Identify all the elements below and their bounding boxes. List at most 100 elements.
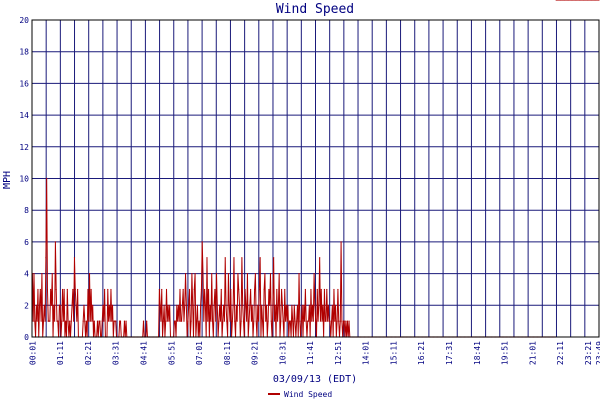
data-point [312,320,314,322]
data-point [38,304,41,306]
data-point [240,320,242,322]
data-point [66,288,68,291]
data-point [316,288,318,291]
data-point [330,320,333,322]
data-point [282,320,284,322]
data-point [276,288,278,291]
data-point [293,304,295,306]
data-point [35,304,37,306]
data-point [90,288,92,291]
data-point [72,288,74,291]
data-point [320,288,322,291]
series-line-wind-speed [31,178,556,338]
data-point [87,288,89,291]
data-point [166,320,168,322]
data-point [190,320,192,322]
data-point [104,288,106,291]
data-point [274,304,276,306]
data-point [167,304,169,306]
x-tick-label: 02:21 [84,341,93,365]
data-point [57,320,59,322]
data-point [111,320,113,322]
data-point [277,304,280,306]
data-point [231,320,233,322]
plot-frame [31,19,600,338]
y-tick-label: 2 [24,301,29,310]
data-point [292,320,294,322]
data-point [50,288,52,291]
data-point [251,304,253,306]
data-point [250,320,253,322]
data-point [318,304,320,306]
data-point [191,273,193,275]
data-point [46,288,49,291]
data-point [261,320,264,322]
data-point [37,288,39,291]
data-point [40,320,42,322]
chart-title: Wind Speed [276,2,354,17]
data-point [291,304,293,306]
data-point [71,304,73,306]
data-point [161,288,163,291]
data-point [227,273,230,275]
data-point [211,273,213,275]
data-point [257,304,259,306]
data-point [257,320,260,322]
x-axis-label: 03/09/13 (EDT) [273,374,357,385]
data-point [160,320,162,322]
data-point [234,320,236,322]
data-point [204,304,206,306]
data-point [224,257,226,259]
data-point [188,288,191,291]
data-point [280,288,283,291]
data-point [296,304,299,306]
data-point [258,288,260,291]
data-point [313,273,315,275]
data-point [242,304,244,306]
data-point [194,273,196,275]
data-point [215,273,218,275]
data-point [163,304,165,306]
data-point [223,320,226,322]
data-point [301,304,303,306]
data-point [265,320,267,322]
y-tick-label: 4 [24,270,29,279]
data-point [177,320,179,322]
y-tick-label: 20 [19,16,29,25]
data-point [125,320,127,322]
data-point [300,320,303,322]
data-point [55,288,57,291]
data-point [103,320,105,322]
data-point [88,273,91,275]
data-point [296,320,298,322]
data-point [598,0,600,1]
data-point [61,320,63,322]
data-point [93,320,95,322]
x-tick-label: 01:11 [56,341,65,365]
data-point [246,273,249,275]
y-tick-label: 8 [24,206,29,215]
data-point [218,320,220,322]
data-point [327,304,329,306]
data-point [270,320,272,322]
legend: Wind Speed [268,390,332,399]
data-point [229,320,231,322]
data-point [230,288,232,291]
data-point [179,288,181,291]
data-point [198,320,200,322]
data-point [76,320,78,322]
data-point [115,320,117,322]
data-point [280,320,282,322]
x-tick-label: 15:11 [389,341,398,365]
data-point [265,304,268,306]
data-point [200,288,203,291]
data-point [326,288,328,291]
data-point [216,304,218,306]
data-point [84,320,86,322]
data-point [233,257,235,259]
data-point [250,288,252,291]
data-point [284,288,286,291]
data-point [203,288,206,291]
x-tick-label: 12:51 [334,341,343,365]
